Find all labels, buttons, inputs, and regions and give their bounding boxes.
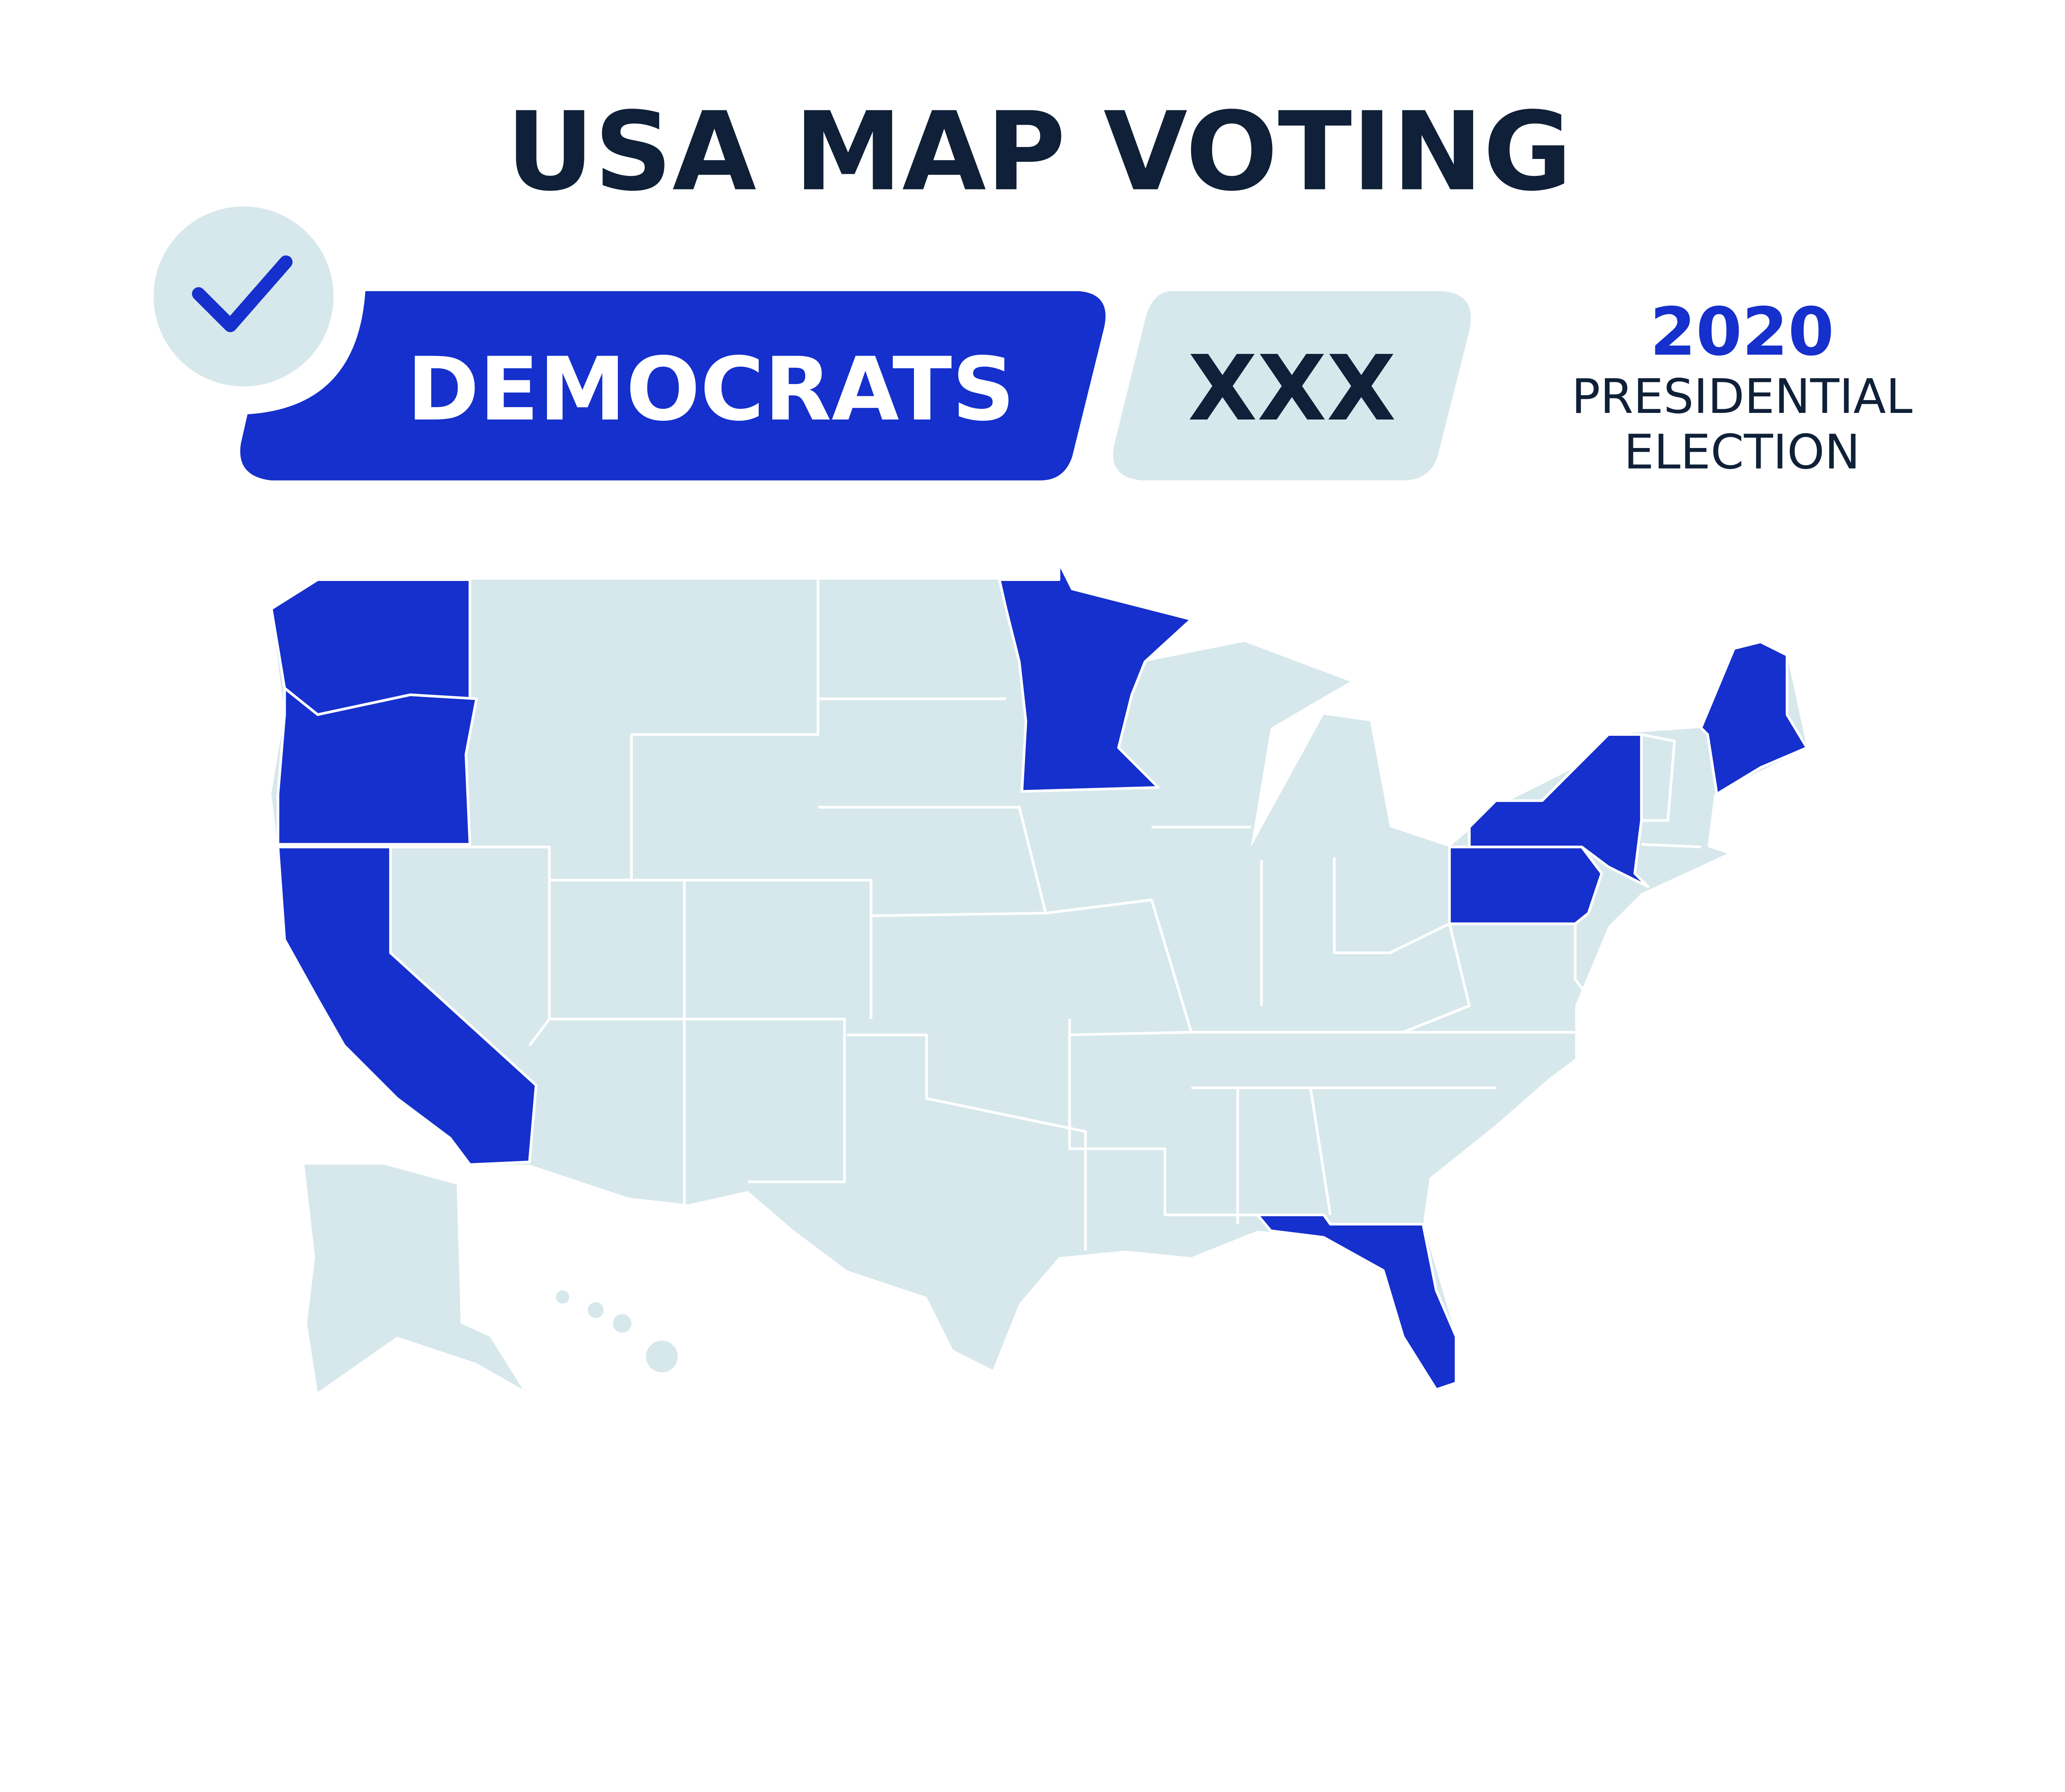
party-label: DEMOCRATS (407, 339, 1015, 440)
vote-count: XXX (1188, 337, 1396, 441)
usa-map (270, 561, 1809, 1392)
vote-count-box (1113, 291, 1471, 481)
state-washington[interactable] (270, 578, 472, 716)
page-title: USA MAP VOTING (506, 88, 1572, 215)
contiguous-us (271, 562, 1807, 1390)
state-borders (390, 579, 1701, 1251)
state-california[interactable] (276, 846, 538, 1166)
alaska (304, 1164, 523, 1392)
infographic: USA MAP VOTING DEMOCRATS XXX 2020 PRESID… (153, 88, 1913, 1392)
state-minnesota[interactable] (998, 561, 1193, 793)
hawaii (556, 1290, 678, 1372)
state-pennsylvania[interactable] (1448, 846, 1603, 925)
subtitle-line-2: ELECTION (1624, 425, 1860, 480)
election-year: 2020 (1650, 293, 1834, 370)
state-oregon[interactable] (276, 687, 478, 846)
checkmark-icon (192, 255, 293, 332)
check-badge (153, 206, 334, 386)
state-florida[interactable] (1256, 1214, 1457, 1391)
subtitle-line-1: PRESIDENTIAL (1571, 369, 1913, 424)
democrats-label-box (240, 291, 1106, 481)
state-maine[interactable] (1699, 640, 1809, 796)
